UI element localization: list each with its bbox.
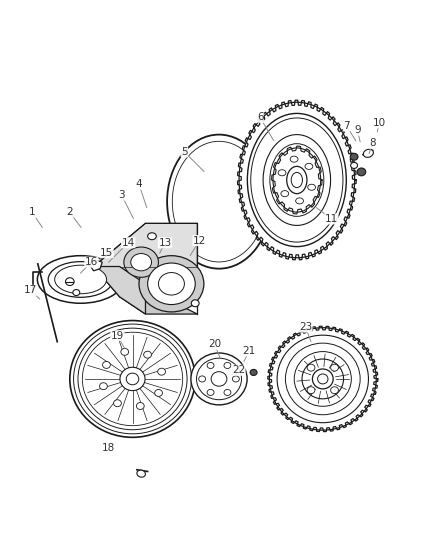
Ellipse shape [113, 400, 121, 407]
Text: 14: 14 [122, 238, 135, 248]
Ellipse shape [312, 369, 333, 389]
Ellipse shape [250, 369, 257, 375]
Ellipse shape [224, 362, 231, 368]
Text: 11: 11 [325, 214, 338, 224]
Ellipse shape [207, 390, 214, 395]
Ellipse shape [197, 358, 241, 400]
Ellipse shape [287, 166, 307, 193]
Ellipse shape [247, 114, 346, 247]
Ellipse shape [277, 335, 368, 423]
Ellipse shape [82, 332, 183, 426]
Ellipse shape [137, 470, 145, 477]
Polygon shape [89, 260, 102, 271]
Ellipse shape [224, 390, 231, 395]
Ellipse shape [126, 373, 139, 385]
Ellipse shape [302, 359, 343, 399]
Ellipse shape [55, 265, 106, 294]
Text: 19: 19 [111, 330, 124, 341]
Ellipse shape [251, 118, 343, 242]
Ellipse shape [191, 300, 199, 306]
Text: 17: 17 [24, 285, 38, 295]
Ellipse shape [269, 328, 376, 430]
Ellipse shape [102, 361, 110, 368]
Ellipse shape [331, 364, 339, 371]
Ellipse shape [350, 154, 358, 160]
Ellipse shape [357, 168, 366, 176]
Ellipse shape [66, 278, 74, 286]
Text: 16: 16 [85, 257, 98, 267]
Ellipse shape [124, 247, 159, 277]
Ellipse shape [136, 402, 144, 409]
Ellipse shape [155, 390, 162, 397]
Ellipse shape [290, 156, 298, 162]
Text: 9: 9 [354, 125, 361, 135]
Ellipse shape [167, 135, 271, 269]
Ellipse shape [331, 387, 339, 394]
Ellipse shape [270, 144, 324, 216]
Ellipse shape [148, 263, 195, 304]
Text: 5: 5 [181, 147, 188, 157]
Text: 13: 13 [158, 238, 172, 248]
Text: 10: 10 [372, 118, 385, 128]
Text: 21: 21 [243, 346, 256, 356]
Ellipse shape [318, 374, 328, 384]
Ellipse shape [291, 173, 303, 188]
Ellipse shape [211, 372, 227, 386]
Ellipse shape [307, 387, 315, 394]
Polygon shape [94, 266, 145, 314]
Ellipse shape [363, 149, 374, 157]
Ellipse shape [281, 191, 289, 197]
Text: 7: 7 [343, 121, 350, 131]
Text: 1: 1 [29, 207, 35, 217]
Ellipse shape [99, 383, 107, 390]
Ellipse shape [296, 198, 304, 204]
Ellipse shape [278, 169, 286, 176]
Ellipse shape [239, 102, 355, 258]
Ellipse shape [144, 351, 152, 358]
Ellipse shape [308, 184, 315, 190]
Ellipse shape [207, 362, 214, 368]
Ellipse shape [74, 324, 191, 434]
Ellipse shape [159, 272, 184, 295]
Ellipse shape [199, 376, 205, 382]
Ellipse shape [120, 367, 145, 391]
Text: 4: 4 [136, 179, 142, 189]
Ellipse shape [78, 328, 187, 430]
Ellipse shape [273, 148, 321, 212]
Text: 15: 15 [100, 248, 113, 257]
Ellipse shape [172, 141, 266, 262]
Text: 2: 2 [67, 207, 73, 217]
Ellipse shape [37, 256, 124, 303]
Text: 18: 18 [102, 443, 115, 453]
Text: 6: 6 [257, 112, 263, 122]
Ellipse shape [70, 320, 195, 437]
Ellipse shape [286, 343, 360, 415]
Ellipse shape [131, 254, 152, 271]
Text: 20: 20 [208, 340, 221, 349]
Ellipse shape [307, 364, 315, 371]
Ellipse shape [294, 352, 351, 406]
Ellipse shape [148, 233, 156, 240]
Ellipse shape [139, 256, 204, 312]
Text: 3: 3 [118, 190, 125, 200]
Ellipse shape [233, 376, 239, 382]
Text: 8: 8 [369, 138, 376, 148]
Text: 12: 12 [193, 236, 206, 246]
Text: 22: 22 [232, 365, 245, 375]
Ellipse shape [158, 368, 166, 375]
Ellipse shape [305, 163, 313, 169]
Ellipse shape [351, 163, 357, 168]
Ellipse shape [121, 349, 129, 356]
Text: 23: 23 [299, 322, 312, 332]
Ellipse shape [48, 262, 113, 297]
Polygon shape [120, 297, 198, 314]
Ellipse shape [191, 353, 247, 405]
Polygon shape [94, 223, 198, 297]
Ellipse shape [263, 135, 331, 225]
Ellipse shape [73, 289, 80, 296]
